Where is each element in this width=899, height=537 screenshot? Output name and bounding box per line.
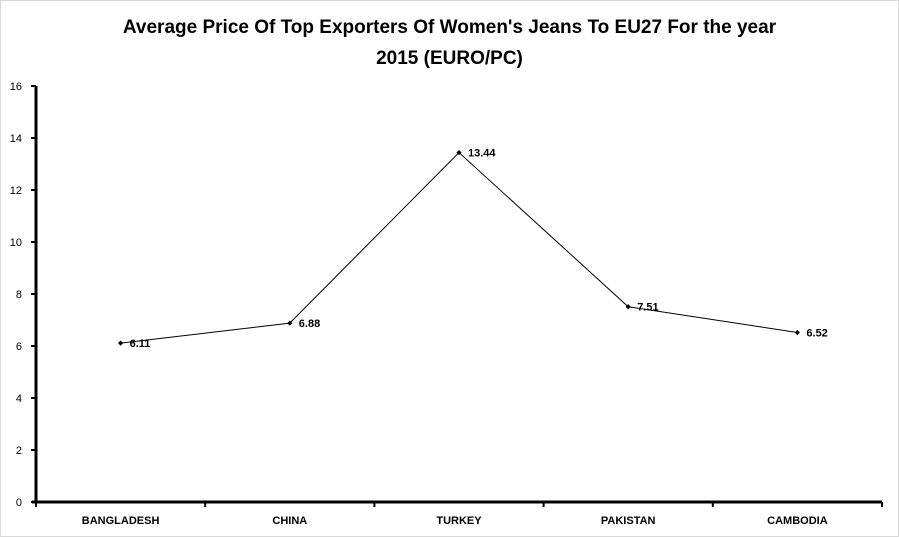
data-label: 6.88 — [299, 318, 320, 330]
chart-title-line-1: Average Price Of Top Exporters Of Women'… — [122, 17, 777, 38]
data-point-marker — [625, 304, 631, 310]
y-tick-label: 0 — [16, 497, 22, 509]
y-tick-label: 8 — [16, 289, 22, 301]
chart-title: Average Price Of Top Exporters Of Women'… — [0, 12, 899, 74]
x-tick-label: PAKISTAN — [601, 515, 656, 527]
data-label: 6.11 — [130, 338, 151, 350]
data-point-marker — [118, 340, 124, 346]
data-label: 13.44 — [468, 148, 496, 160]
data-label: 7.51 — [637, 302, 658, 314]
y-tick-label: 14 — [10, 133, 22, 145]
data-point-marker — [794, 329, 800, 336]
y-tick-label: 10 — [10, 237, 22, 249]
axes: 0 2 4 6 8 10 12 14 16 BANGLADESH CHINA TURKEY PAKIST… — [10, 81, 883, 527]
y-tick-label: 4 — [16, 393, 22, 405]
y-tick-label: 12 — [10, 185, 22, 197]
x-tick-label: TURKEY — [436, 515, 482, 527]
x-tick-label: BANGLADESH — [82, 515, 160, 527]
chart-title-line-2: 2015 (EURO/PC) — [376, 48, 523, 69]
data-labels: 6.11 6.88 13.44 7.51 6.52 — [130, 148, 828, 351]
y-tick-label: 6 — [16, 341, 22, 353]
series-line-group — [118, 149, 800, 346]
series-line — [120, 151, 798, 344]
y-tick-label: 16 — [10, 81, 22, 93]
data-point-marker — [456, 149, 462, 156]
y-tick-label: 2 — [16, 445, 22, 457]
x-tick-label: CHINA — [272, 515, 307, 527]
x-tick-label: CAMBODIA — [767, 515, 828, 527]
data-point-marker — [287, 320, 293, 326]
data-label: 6.52 — [806, 327, 827, 339]
